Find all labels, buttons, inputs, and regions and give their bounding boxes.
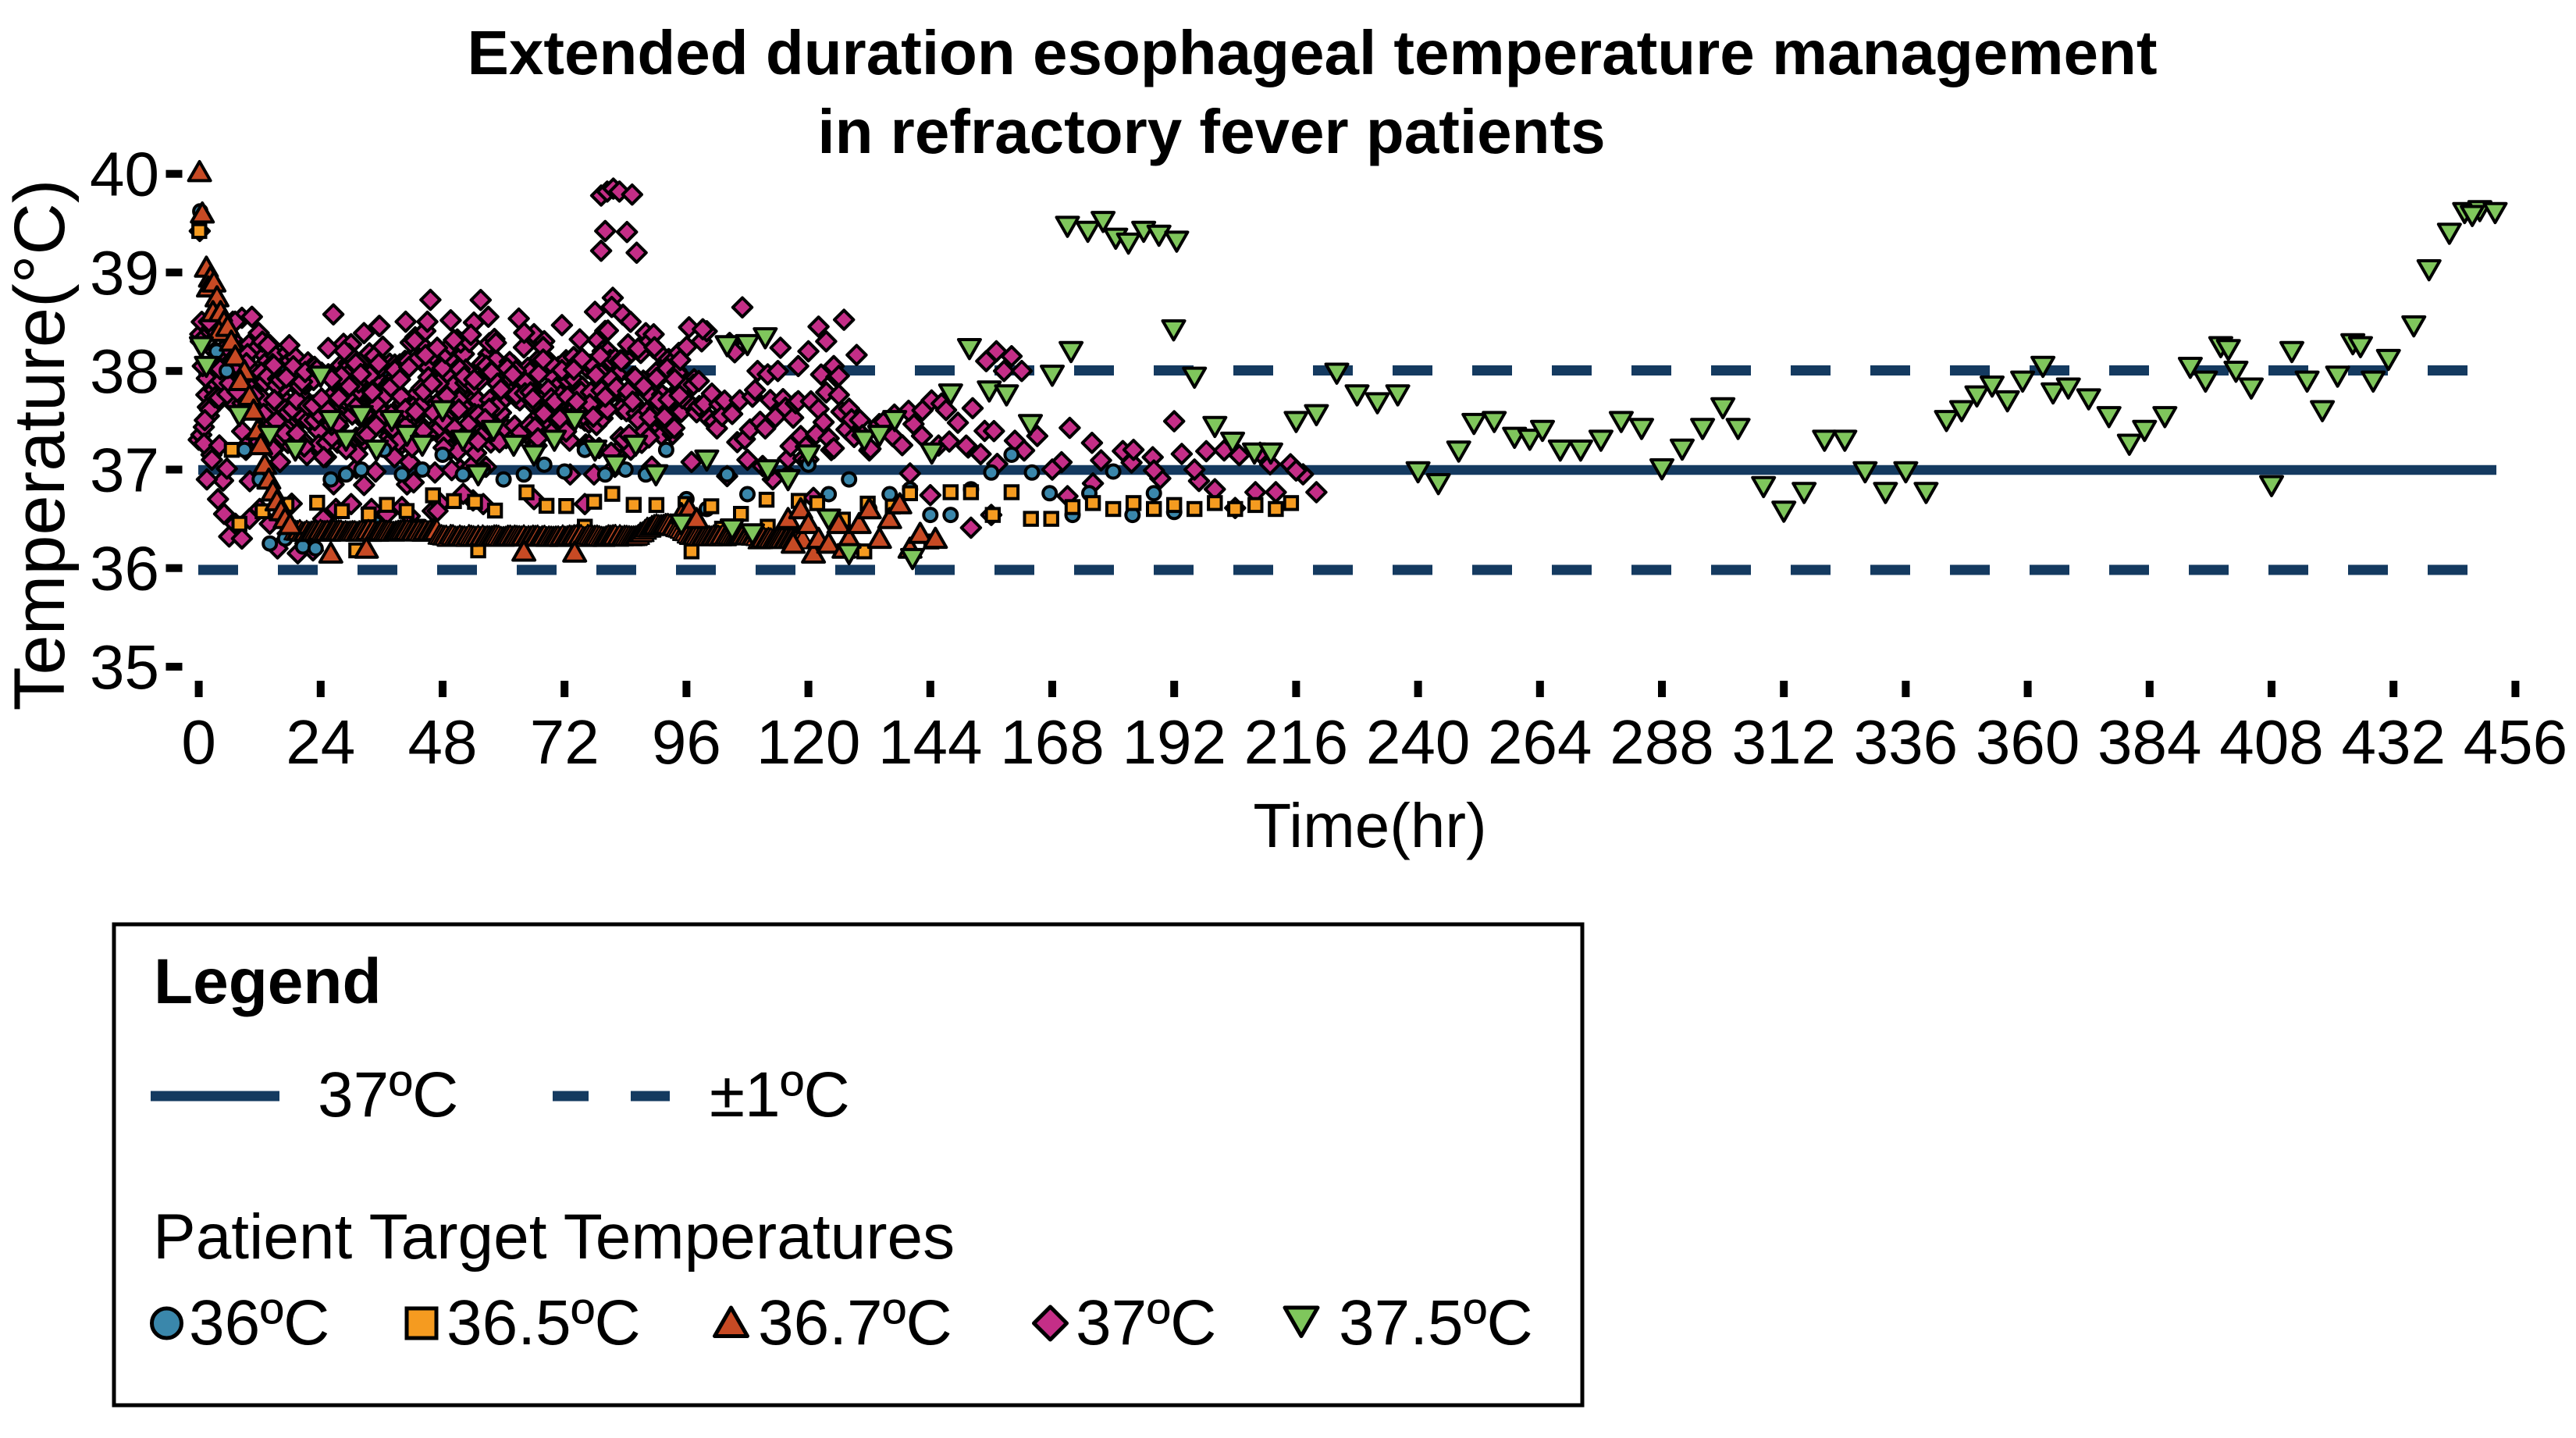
- svg-text:192: 192: [1122, 707, 1226, 777]
- svg-text:36ºC: 36ºC: [189, 1287, 329, 1358]
- svg-text:240: 240: [1366, 707, 1470, 777]
- svg-text:Legend: Legend: [154, 946, 382, 1017]
- svg-text:39: 39: [90, 238, 159, 308]
- svg-text:36.7ºC: 36.7ºC: [758, 1287, 952, 1358]
- svg-text:in refractory fever patients: in refractory fever patients: [817, 97, 1605, 166]
- svg-text:Patient Target Temperatures: Patient Target Temperatures: [153, 1201, 955, 1272]
- svg-text:38: 38: [90, 336, 159, 406]
- svg-text:37ºC: 37ºC: [318, 1059, 458, 1130]
- svg-text:288: 288: [1610, 707, 1713, 777]
- svg-text:120: 120: [756, 707, 860, 777]
- svg-text:360: 360: [1976, 707, 2080, 777]
- svg-text:24: 24: [286, 707, 355, 777]
- svg-text:312: 312: [1731, 707, 1835, 777]
- svg-text:168: 168: [1000, 707, 1104, 777]
- svg-text:36.5ºC: 36.5ºC: [447, 1287, 641, 1358]
- svg-text:37: 37: [90, 436, 159, 505]
- svg-text:Temperature(°C): Temperature(°C): [0, 180, 80, 711]
- svg-text:±1ºC: ±1ºC: [710, 1059, 850, 1130]
- svg-text:216: 216: [1244, 707, 1348, 777]
- svg-text:384: 384: [2097, 707, 2201, 777]
- svg-text:Time(hr): Time(hr): [1253, 791, 1486, 860]
- svg-text:0: 0: [181, 707, 216, 777]
- svg-text:36: 36: [90, 534, 159, 603]
- svg-text:264: 264: [1488, 707, 1592, 777]
- svg-text:Extended duration esophageal t: Extended duration esophageal temperature…: [468, 18, 2158, 87]
- svg-text:72: 72: [530, 707, 600, 777]
- svg-text:48: 48: [408, 707, 478, 777]
- svg-text:456: 456: [2464, 707, 2567, 777]
- svg-text:37.5ºC: 37.5ºC: [1339, 1287, 1533, 1358]
- svg-text:432: 432: [2341, 707, 2445, 777]
- svg-text:37ºC: 37ºC: [1076, 1287, 1216, 1358]
- svg-text:336: 336: [1854, 707, 1958, 777]
- svg-text:96: 96: [652, 707, 721, 777]
- svg-text:35: 35: [90, 632, 159, 702]
- svg-text:40: 40: [90, 140, 159, 209]
- svg-text:408: 408: [2219, 707, 2323, 777]
- svg-text:144: 144: [878, 707, 982, 777]
